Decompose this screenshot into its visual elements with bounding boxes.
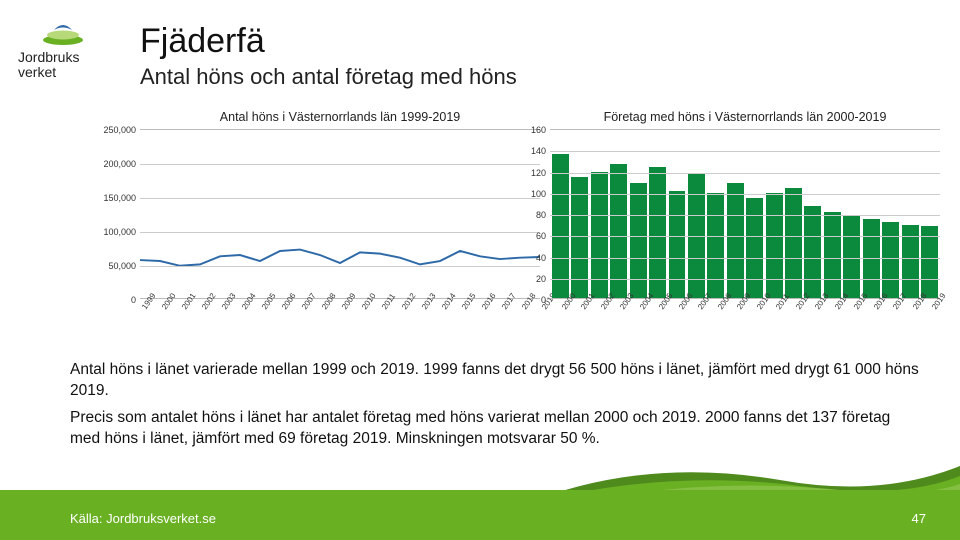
bar — [766, 193, 783, 298]
bar-chart-xlabels: 2000200120022003200420052006200720082009… — [550, 300, 940, 326]
x-tick-label: 2003 — [220, 291, 238, 311]
grid-line — [550, 194, 940, 195]
bar-chart-title: Företag med höns i Västernorrlands län 2… — [550, 110, 940, 125]
x-tick-label: 2016 — [480, 291, 498, 311]
x-tick-label: 1999 — [140, 291, 158, 311]
x-tick-label: 2002 — [200, 291, 218, 311]
x-tick-label: 2010 — [360, 291, 378, 311]
y-tick-label: 100,000 — [92, 227, 136, 237]
logo: Jordbruks verket — [18, 18, 108, 79]
grid-line — [140, 164, 540, 165]
x-tick-label: 2009 — [340, 291, 358, 311]
line-chart-plot: 1999200020012002200320042005200620072008… — [140, 129, 540, 299]
logo-line1: Jordbruks — [18, 50, 108, 65]
y-tick-label: 150,000 — [92, 193, 136, 203]
grid-line — [140, 232, 540, 233]
paragraph-2: Precis som antalet höns i länet har anta… — [70, 408, 920, 450]
logo-line2: verket — [18, 65, 108, 80]
y-tick-label: 100 — [502, 189, 546, 199]
bars-container — [550, 130, 940, 298]
line-chart: Antal höns i Västernorrlands län 1999-20… — [140, 110, 540, 330]
charts-row: Antal höns i Västernorrlands län 1999-20… — [140, 110, 940, 340]
logo-text: Jordbruks verket — [18, 50, 108, 79]
bar — [882, 222, 899, 298]
y-tick-label: 40 — [502, 253, 546, 263]
x-tick-label: 2012 — [400, 291, 418, 311]
footer-bar: Källa: Jordbruksverket.se 47 — [0, 490, 960, 540]
page-number: 47 — [912, 511, 926, 526]
y-tick-label: 60 — [502, 231, 546, 241]
bar — [669, 191, 686, 298]
line-chart-xlabels: 1999200020012002200320042005200620072008… — [140, 300, 540, 326]
y-tick-label: 140 — [502, 146, 546, 156]
line-path-icon — [140, 130, 540, 298]
grid-line — [140, 266, 540, 267]
bar-chart: Företag med höns i Västernorrlands län 2… — [550, 110, 940, 330]
bar — [863, 219, 880, 298]
y-tick-label: 0 — [92, 295, 136, 305]
grid-line — [550, 258, 940, 259]
bar — [571, 177, 588, 298]
bar — [707, 193, 724, 298]
grid-line — [550, 215, 940, 216]
y-tick-label: 120 — [502, 168, 546, 178]
grid-line — [550, 151, 940, 152]
y-tick-label: 160 — [502, 125, 546, 135]
x-tick-label: 2006 — [280, 291, 298, 311]
y-tick-label: 80 — [502, 210, 546, 220]
x-tick-label: 2007 — [300, 291, 318, 311]
x-tick-label: 2011 — [380, 292, 397, 311]
y-tick-label: 50,000 — [92, 261, 136, 271]
y-tick-label: 0 — [502, 295, 546, 305]
x-tick-label: 2001 — [180, 291, 198, 311]
bar — [824, 212, 841, 298]
bar — [630, 183, 647, 299]
bar — [785, 188, 802, 298]
grid-line — [550, 173, 940, 174]
y-tick-label: 200,000 — [92, 159, 136, 169]
bar — [746, 198, 763, 298]
bar — [727, 183, 744, 299]
bar-chart-plot: 2000200120022003200420052006200720082009… — [550, 129, 940, 299]
line-chart-title: Antal höns i Västernorrlands län 1999-20… — [140, 110, 540, 125]
x-tick-label: 2008 — [320, 291, 338, 311]
logo-mark-icon — [40, 18, 86, 46]
bar — [804, 206, 821, 298]
slide: Jordbruks verket Fjäderfä Antal höns och… — [0, 0, 960, 540]
y-tick-label: 20 — [502, 274, 546, 284]
bar — [552, 154, 569, 298]
x-tick-label: 2013 — [420, 291, 438, 311]
page-title: Fjäderfä — [140, 22, 265, 61]
paragraph-1: Antal höns i länet varierade mellan 1999… — [70, 360, 920, 402]
x-tick-label: 2005 — [260, 291, 278, 311]
y-tick-label: 250,000 — [92, 125, 136, 135]
grid-line — [550, 279, 940, 280]
x-tick-label: 2014 — [440, 291, 458, 311]
page-subtitle: Antal höns och antal företag med höns — [140, 64, 517, 90]
grid-line — [140, 198, 540, 199]
source-label: Källa: Jordbruksverket.se — [70, 511, 216, 526]
grid-line — [550, 236, 940, 237]
x-tick-label: 2000 — [160, 291, 178, 311]
x-tick-label: 2004 — [240, 291, 258, 311]
x-tick-label: 2015 — [460, 291, 478, 311]
